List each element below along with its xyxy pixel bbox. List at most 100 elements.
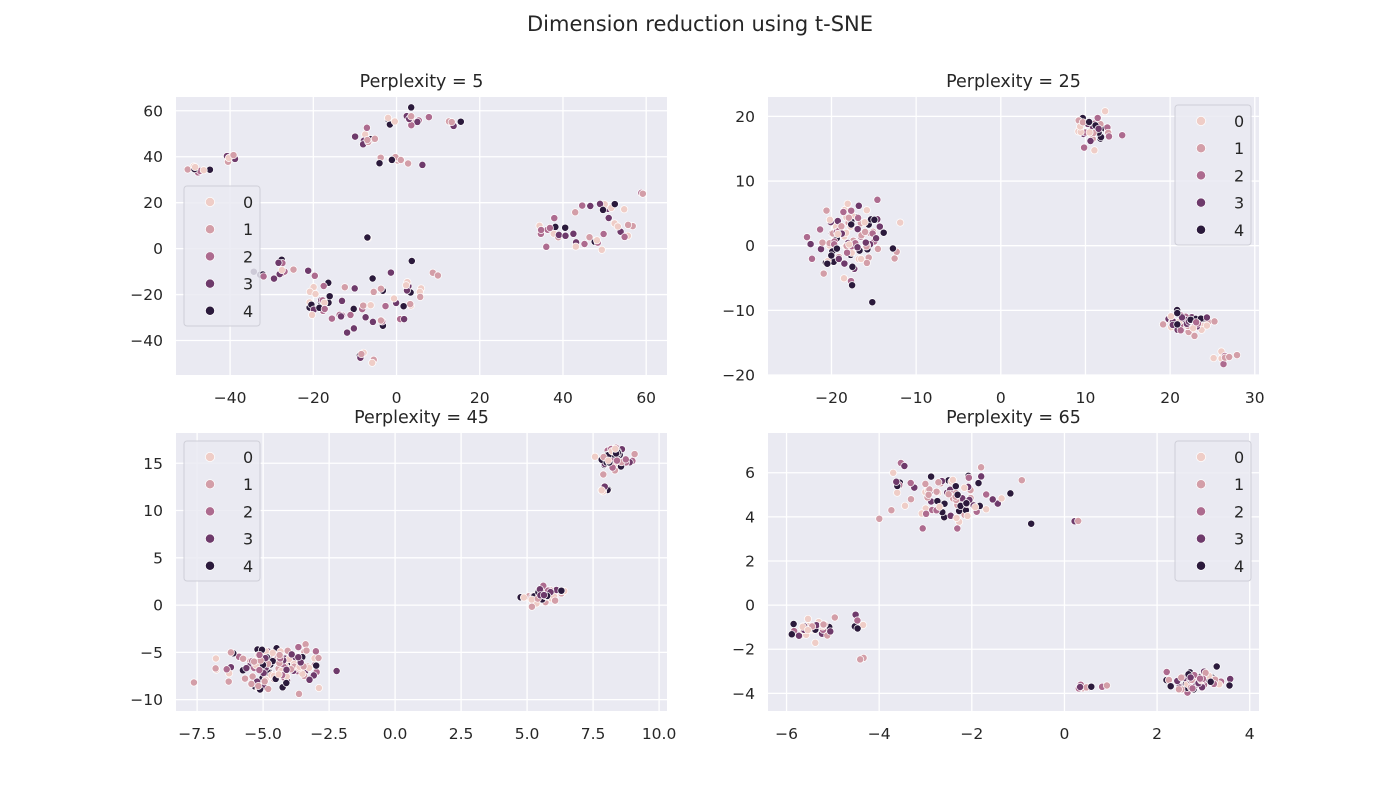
x-tick-label: 0 [392, 389, 402, 407]
data-point [845, 240, 854, 249]
legend-marker [1196, 116, 1206, 126]
data-point [396, 156, 405, 164]
data-point [610, 200, 619, 209]
data-point [875, 514, 884, 523]
data-point [977, 472, 986, 481]
data-point [418, 160, 427, 169]
subplot-title: Perplexity = 5 [360, 72, 484, 92]
data-point [254, 682, 263, 690]
data-point [868, 298, 877, 307]
data-point [862, 258, 871, 267]
data-point [259, 272, 268, 281]
data-point [921, 479, 930, 488]
legend-marker [205, 305, 215, 316]
data-point [819, 620, 828, 629]
data-point [557, 586, 566, 595]
legend-marker [1196, 143, 1206, 154]
data-point [889, 468, 898, 477]
subplot-title: Perplexity = 45 [354, 408, 489, 428]
data-point [1176, 326, 1185, 335]
data-point [320, 305, 329, 313]
data-point [896, 218, 905, 227]
data-point [935, 502, 944, 511]
data-point [604, 214, 613, 222]
data-point [224, 677, 233, 686]
legend-marker [1196, 170, 1206, 181]
legend-label: 0 [243, 193, 253, 212]
data-point [1006, 489, 1015, 498]
data-point [554, 230, 563, 239]
data-point [900, 462, 909, 470]
data-point [447, 118, 456, 127]
y-tick-label: −4 [732, 685, 755, 703]
data-point [982, 505, 991, 514]
data-point [349, 324, 358, 333]
y-tick-label: 0 [745, 237, 755, 255]
x-tick-label: 2.5 [449, 725, 474, 743]
data-point [366, 301, 375, 310]
data-point [918, 524, 927, 533]
data-point [407, 112, 416, 121]
data-point [390, 117, 399, 126]
data-point [211, 664, 220, 673]
data-point [580, 240, 589, 248]
legend-label: 4 [243, 557, 253, 576]
data-point [591, 452, 599, 461]
data-point [803, 626, 812, 635]
y-tick-label: −40 [130, 332, 163, 350]
data-point [1080, 143, 1089, 152]
data-point [274, 670, 283, 679]
data-point [803, 233, 811, 242]
data-point [857, 255, 866, 263]
data-point [349, 304, 358, 313]
data-point [854, 201, 863, 210]
data-point [892, 477, 901, 486]
data-point [630, 450, 639, 459]
data-point [843, 248, 852, 257]
data-point [620, 232, 629, 241]
data-point [1166, 682, 1175, 691]
data-point [872, 234, 881, 243]
data-point [311, 647, 320, 656]
legend-marker [205, 533, 215, 544]
legend-label: 1 [1234, 475, 1244, 494]
data-point [242, 664, 251, 673]
legend-label: 2 [243, 247, 253, 266]
data-point [844, 213, 853, 222]
data-point [264, 685, 273, 693]
data-point [906, 479, 915, 487]
y-tick-label: −10 [130, 691, 163, 709]
data-point [550, 214, 559, 223]
data-point [585, 233, 594, 242]
data-point [361, 313, 370, 322]
legend-marker [1196, 533, 1206, 544]
data-point [314, 654, 323, 662]
data-point [808, 254, 816, 263]
legend-marker [205, 197, 215, 207]
data-point [953, 524, 962, 533]
y-tick-label: 10 [735, 173, 755, 191]
data-point [368, 274, 377, 283]
data-point [312, 661, 321, 670]
data-point [241, 674, 249, 683]
data-point [1190, 331, 1199, 340]
data-point [260, 677, 269, 686]
subplot-title: Perplexity = 65 [946, 408, 1081, 428]
x-tick-label: 5.0 [515, 725, 540, 743]
data-point [907, 495, 915, 504]
x-tick-label: 60 [636, 389, 656, 407]
data-point [848, 281, 857, 290]
legend: 0 1 2 3 4 [1174, 104, 1252, 246]
y-tick-label: 15 [143, 455, 163, 473]
data-point [1210, 317, 1219, 326]
data-point [599, 205, 607, 214]
data-point [604, 456, 613, 465]
data-point [1219, 360, 1228, 369]
data-point [819, 269, 828, 278]
data-point [1202, 321, 1211, 330]
legend-marker [205, 278, 215, 289]
y-tick-label: 6 [745, 464, 755, 482]
data-point [1086, 137, 1095, 145]
legend-label: 3 [1234, 530, 1244, 549]
data-point [1101, 107, 1110, 116]
